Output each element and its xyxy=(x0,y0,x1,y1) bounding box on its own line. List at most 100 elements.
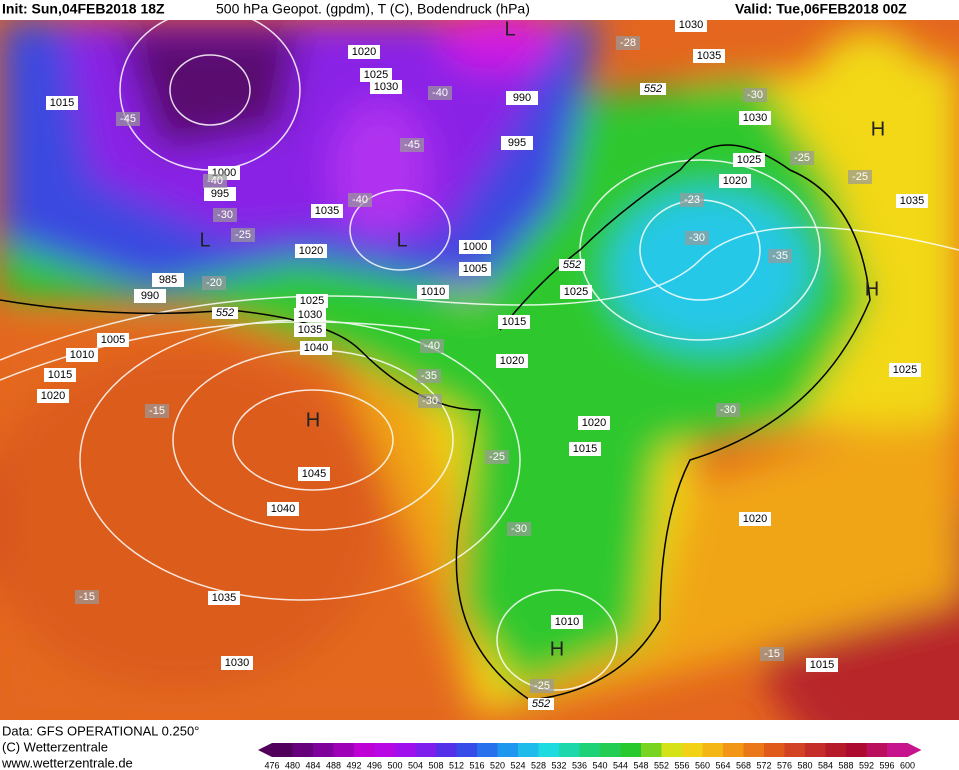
isobar-label-box xyxy=(459,262,491,276)
temperature-label-box xyxy=(231,228,255,242)
temperature-label: -40 xyxy=(207,175,223,187)
temperature-label: -30 xyxy=(422,395,438,407)
pressure-center: L xyxy=(396,229,407,251)
colorbar-label: 560 xyxy=(695,760,710,770)
colorbar-arrow xyxy=(258,743,272,757)
colorbar-swatch xyxy=(354,743,375,757)
isobar-label-box xyxy=(806,658,838,672)
colorbar-label: 572 xyxy=(756,760,771,770)
colorbar-label: 500 xyxy=(387,760,402,770)
colorbar-label: 568 xyxy=(736,760,751,770)
colorbar-label: 576 xyxy=(777,760,792,770)
isobar-label: 1010 xyxy=(555,616,579,628)
isobar-label: 1020 xyxy=(299,245,323,257)
temperature-label-box xyxy=(420,339,444,353)
isobar-label: 1020 xyxy=(743,513,767,525)
colorbar-label: 508 xyxy=(428,760,443,770)
temperature-label-box xyxy=(75,590,99,604)
temperature-label-box xyxy=(428,86,452,100)
isobar-label: 1010 xyxy=(70,349,94,361)
isobar-label-box xyxy=(578,416,610,430)
isobar-label: 990 xyxy=(141,290,159,302)
isobar-label: 1015 xyxy=(50,97,74,109)
temperature-label-box xyxy=(400,138,424,152)
colorbar-swatch xyxy=(579,743,601,757)
isobar-label: 1035 xyxy=(212,592,236,604)
colorbar-swatch xyxy=(825,743,847,757)
isobar-label-box xyxy=(66,348,98,362)
temperature-label: -25 xyxy=(534,680,550,692)
colorbar-swatch xyxy=(538,743,560,757)
temperature-label-box xyxy=(616,36,640,50)
isobar-label-box xyxy=(560,285,592,299)
colorbar-swatch xyxy=(559,743,580,757)
temperature-label: -40 xyxy=(424,340,440,352)
colorbar-label: 504 xyxy=(408,760,423,770)
valid-time: Valid: Tue,06FEB2018 00Z xyxy=(735,1,907,17)
isobar-label-box xyxy=(360,68,392,82)
temperature-label: -30 xyxy=(511,523,527,535)
init-time: Init: Sun,04FEB2018 18Z xyxy=(2,1,165,17)
isobar-label: 1030 xyxy=(225,657,249,669)
temperature-label: -35 xyxy=(772,250,788,262)
temperature-label: -35 xyxy=(421,370,437,382)
isobar-label-box xyxy=(719,174,751,188)
isobar-label: 1035 xyxy=(697,50,721,62)
isobar-label: 1040 xyxy=(271,503,295,515)
temperature-label-box xyxy=(507,522,531,536)
contour-label: 552 xyxy=(532,698,550,710)
colorbar-label: 488 xyxy=(326,760,341,770)
colorbar-swatch xyxy=(436,743,457,757)
colorbar-label: 512 xyxy=(449,760,464,770)
colorbar-label: 536 xyxy=(572,760,587,770)
temperature-label-box xyxy=(530,679,554,693)
colorbar-swatch xyxy=(600,743,621,757)
temperature-label: -25 xyxy=(489,451,505,463)
isobar-label: 1020 xyxy=(41,390,65,402)
isobar-label: 1020 xyxy=(723,175,747,187)
contour-label: 552 xyxy=(216,307,234,319)
isobar-label: 1015 xyxy=(502,316,526,328)
isobar-label: 1010 xyxy=(421,286,445,298)
colorbar: 476 480 484 488 492 496 500 504 508 512 516 520 524 5… xyxy=(258,743,922,770)
temperature-label-box xyxy=(145,404,169,418)
temperature-label-box xyxy=(768,249,792,263)
url: www.wetterzentrale.de xyxy=(1,755,133,770)
colorbar-swatch xyxy=(682,743,703,757)
colorbar-swatch xyxy=(866,743,888,757)
isobar-label-box xyxy=(37,389,69,403)
temperature-label-box xyxy=(716,403,740,417)
temperature-label-box xyxy=(203,174,227,188)
temperature-label: -40 xyxy=(432,87,448,99)
colorbar-swatch xyxy=(456,743,478,757)
temperature-label: -45 xyxy=(120,113,136,125)
isobar-label-box xyxy=(348,45,380,59)
isobar-label-box xyxy=(459,240,491,254)
isobar-label-box xyxy=(44,368,76,382)
isobar-label-box xyxy=(294,308,326,322)
colorbar-label: 496 xyxy=(367,760,382,770)
colorbar-label: 528 xyxy=(531,760,546,770)
temperature-label: -30 xyxy=(747,89,763,101)
temperature-label-box xyxy=(743,88,767,102)
temperature-label: -30 xyxy=(689,232,705,244)
colorbar-label: 524 xyxy=(510,760,525,770)
colorbar-label: 564 xyxy=(715,760,730,770)
isobar-label-box xyxy=(134,289,166,303)
isobar-label-box xyxy=(208,591,240,605)
isobar-label: 1025 xyxy=(737,154,761,166)
isobar-label-box xyxy=(551,615,583,629)
isobar-label: 1025 xyxy=(564,286,588,298)
pressure-center: L xyxy=(504,18,515,40)
colorbar-swatch xyxy=(784,743,806,757)
contour-label-box xyxy=(212,307,238,319)
isobar-label-box xyxy=(889,363,921,377)
colorbar-label: 600 xyxy=(900,760,915,770)
colorbar-label: 556 xyxy=(674,760,689,770)
isobar-label: 1015 xyxy=(573,443,597,455)
isobar-label: 1005 xyxy=(101,334,125,346)
colorbar-swatch xyxy=(661,743,683,757)
temperature-label-box xyxy=(213,208,237,222)
contour-label: 552 xyxy=(644,83,662,95)
